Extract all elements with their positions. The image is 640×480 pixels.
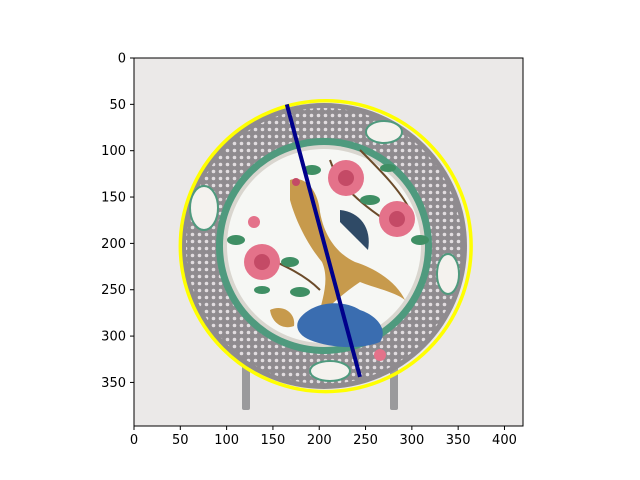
x-tick-label: 100 — [214, 433, 239, 448]
y-tick-label: 300 — [101, 330, 126, 345]
y-tick-label: 150 — [101, 191, 126, 206]
plate-image — [134, 58, 523, 426]
x-axis-ticks: 0 50 100 150 200 250 300 350 400 — [130, 426, 517, 448]
y-tick-label: 50 — [109, 98, 126, 113]
y-tick-label: 350 — [101, 376, 126, 391]
x-tick-label: 300 — [399, 433, 424, 448]
x-tick-label: 400 — [492, 433, 517, 448]
flowers — [244, 160, 415, 361]
x-tick-label: 0 — [130, 433, 138, 448]
x-tick-label: 350 — [446, 433, 471, 448]
blue-rock — [270, 303, 383, 348]
axes-frame — [133, 57, 524, 427]
overlay-line — [284, 103, 362, 378]
x-tick-label: 150 — [261, 433, 286, 448]
y-tick-label: 0 — [118, 52, 126, 67]
y-tick-label: 200 — [101, 237, 126, 252]
leaves — [227, 164, 429, 297]
overlay-circle — [178, 99, 473, 394]
y-axis-ticks: 0 50 100 150 200 250 300 350 — [101, 52, 134, 391]
y-tick-label: 250 — [101, 283, 126, 298]
stand-leg-left — [242, 360, 250, 410]
x-tick-label: 250 — [353, 433, 378, 448]
x-tick-label: 50 — [172, 433, 189, 448]
phoenix-bird — [290, 178, 405, 318]
rim-cartouches — [189, 120, 460, 382]
y-tick-label: 100 — [101, 144, 126, 159]
x-tick-label: 200 — [307, 433, 332, 448]
